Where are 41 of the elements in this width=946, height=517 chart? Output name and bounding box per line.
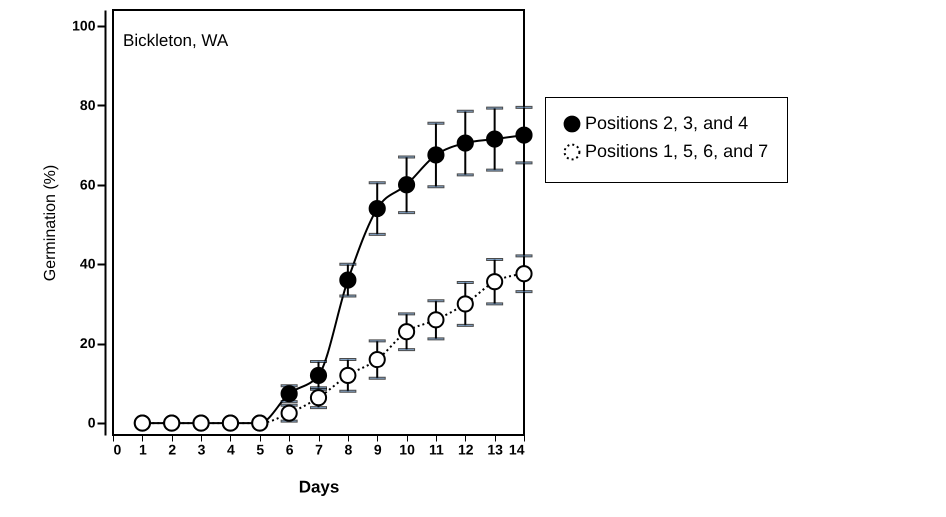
- point: [368, 350, 386, 368]
- point: [398, 323, 416, 340]
- x-tick-label: 11: [429, 442, 444, 458]
- y-axis-title: Germination (%): [42, 164, 60, 282]
- point: [339, 272, 356, 289]
- point: [339, 366, 356, 384]
- x-tick-label: 9: [374, 442, 382, 458]
- y-tick-label: 20: [80, 335, 96, 352]
- point: [456, 295, 474, 312]
- point: [456, 134, 474, 152]
- x-tick-label: 4: [227, 442, 236, 458]
- y-tick-label: 80: [80, 96, 96, 113]
- text: Bickleton, WA: [123, 31, 229, 50]
- x-tick-label: 5: [256, 442, 264, 458]
- y-tick-label: 60: [80, 176, 96, 192]
- x-tick-label: 13: [487, 442, 504, 458]
- point: [486, 273, 504, 290]
- y-tick-label: 40: [80, 256, 96, 272]
- y-tick-label: 100: [72, 17, 96, 34]
- legend-label: Positions 2, 3, and 4: [585, 113, 748, 133]
- x-tick-label: 6: [286, 442, 294, 458]
- x-tick-label: 12: [458, 442, 474, 458]
- x-tick-label: 0: [114, 442, 122, 458]
- y-tick-label: 0: [88, 414, 96, 431]
- point: [515, 265, 533, 282]
- x-tick-label: 1: [138, 442, 147, 458]
- x-tick-label: 14: [508, 442, 525, 458]
- point: [310, 366, 328, 384]
- x-axis-title: Days: [298, 478, 340, 496]
- point: [427, 311, 445, 328]
- legend-label: Positions 1, 5, 6, and 7: [585, 141, 768, 161]
- x-tick-label: 8: [344, 442, 352, 458]
- point: [515, 126, 533, 144]
- point: [486, 130, 504, 148]
- x-tick-label: 10: [399, 442, 416, 458]
- point: [398, 176, 416, 194]
- x-tick-label: 3: [198, 442, 206, 458]
- x-tick-label: 7: [315, 442, 324, 458]
- x-tick-label: 2: [168, 442, 176, 458]
- point: [368, 200, 386, 218]
- point: [427, 146, 445, 164]
